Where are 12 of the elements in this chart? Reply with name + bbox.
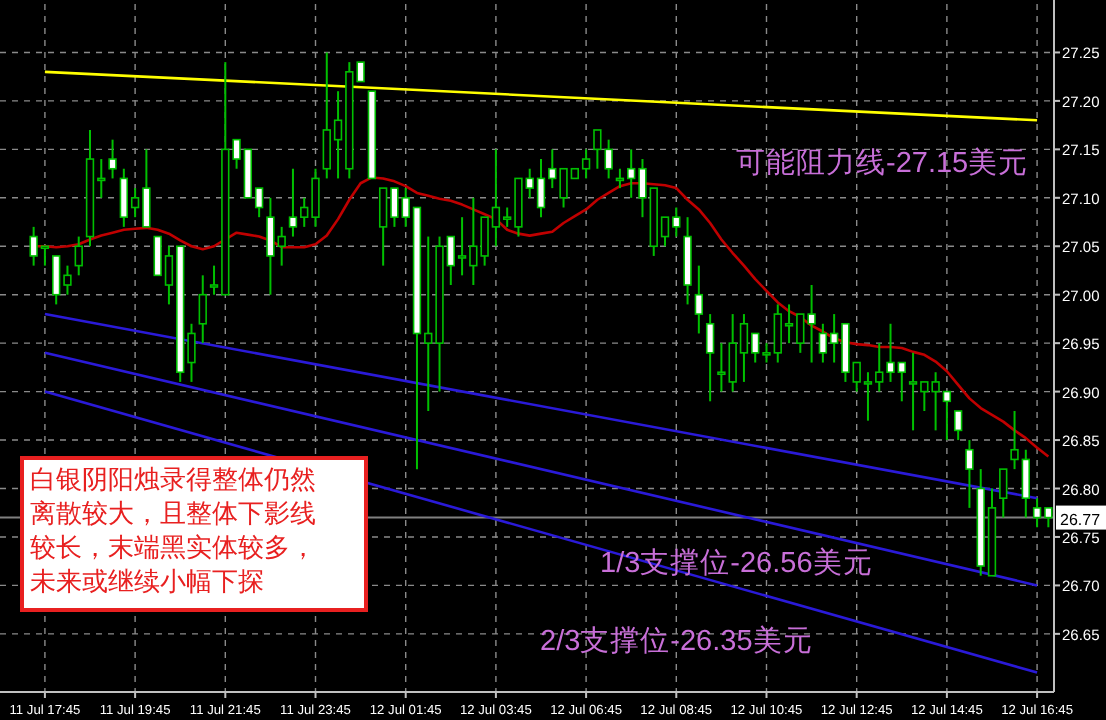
candlestick bbox=[965, 439, 974, 509]
candlestick bbox=[999, 468, 1008, 519]
candlestick bbox=[953, 409, 963, 442]
candlestick bbox=[705, 313, 715, 403]
ref-line-label: 26.77 bbox=[1060, 510, 1102, 529]
annotation: 白银阴阳烛录得整体仍然离散较大，且整体下影线较长，末端黑实体较多，未来或继续小幅下探 bbox=[30, 464, 316, 596]
candlestick bbox=[694, 264, 704, 335]
annotation: 可能阻力线-27.15美元 bbox=[736, 146, 1029, 180]
candlestick bbox=[108, 138, 117, 180]
annotation: 2/3支撑位-26.35美元 bbox=[540, 624, 813, 658]
candlestick bbox=[198, 274, 207, 345]
candlestick bbox=[74, 235, 83, 277]
